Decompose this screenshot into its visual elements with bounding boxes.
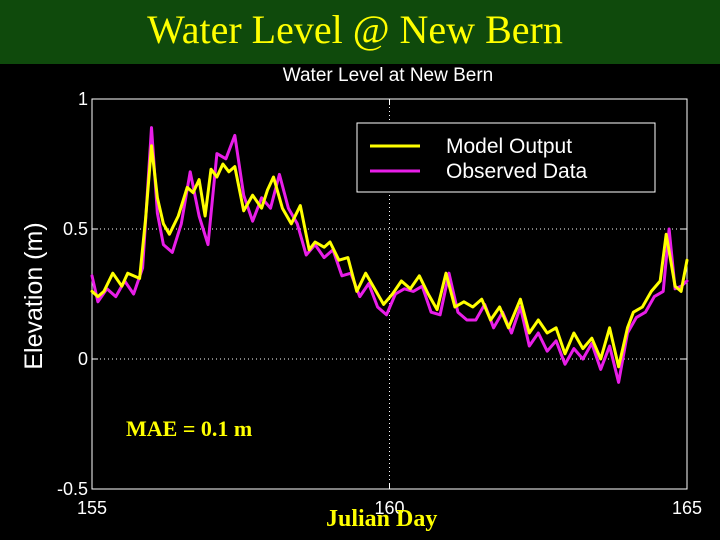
y-tick-label-1: 0.5 <box>63 219 88 239</box>
series-line-model-output <box>90 144 689 369</box>
slide-title: Water Level @ New Bern <box>147 7 563 52</box>
y-tick-label-3: -0.5 <box>57 479 88 499</box>
title-banner: Water Level @ New Bern <box>0 0 720 64</box>
y-tick-label-2: 0 <box>78 349 88 369</box>
x-tick-label-1: 160 <box>374 498 404 518</box>
x-tick-label-2: 165 <box>672 498 702 518</box>
y-axis-label: Elevation (m) <box>20 222 48 369</box>
chart-title: Water Level at New Bern <box>283 65 494 86</box>
x-axis-caption: Julian Day <box>326 506 438 532</box>
legend-box <box>356 122 656 193</box>
mae-annotation: MAE = 0.1 m <box>126 416 253 441</box>
legend-label-observed-data: Observed Data <box>446 160 588 183</box>
legend: Model Output Observed Data <box>356 122 656 193</box>
y-tick-label-0: 1 <box>78 89 88 109</box>
x-tick-label-0: 155 <box>77 498 107 518</box>
legend-label-model-output: Model Output <box>446 135 572 158</box>
series-line-observed-data <box>90 126 689 384</box>
